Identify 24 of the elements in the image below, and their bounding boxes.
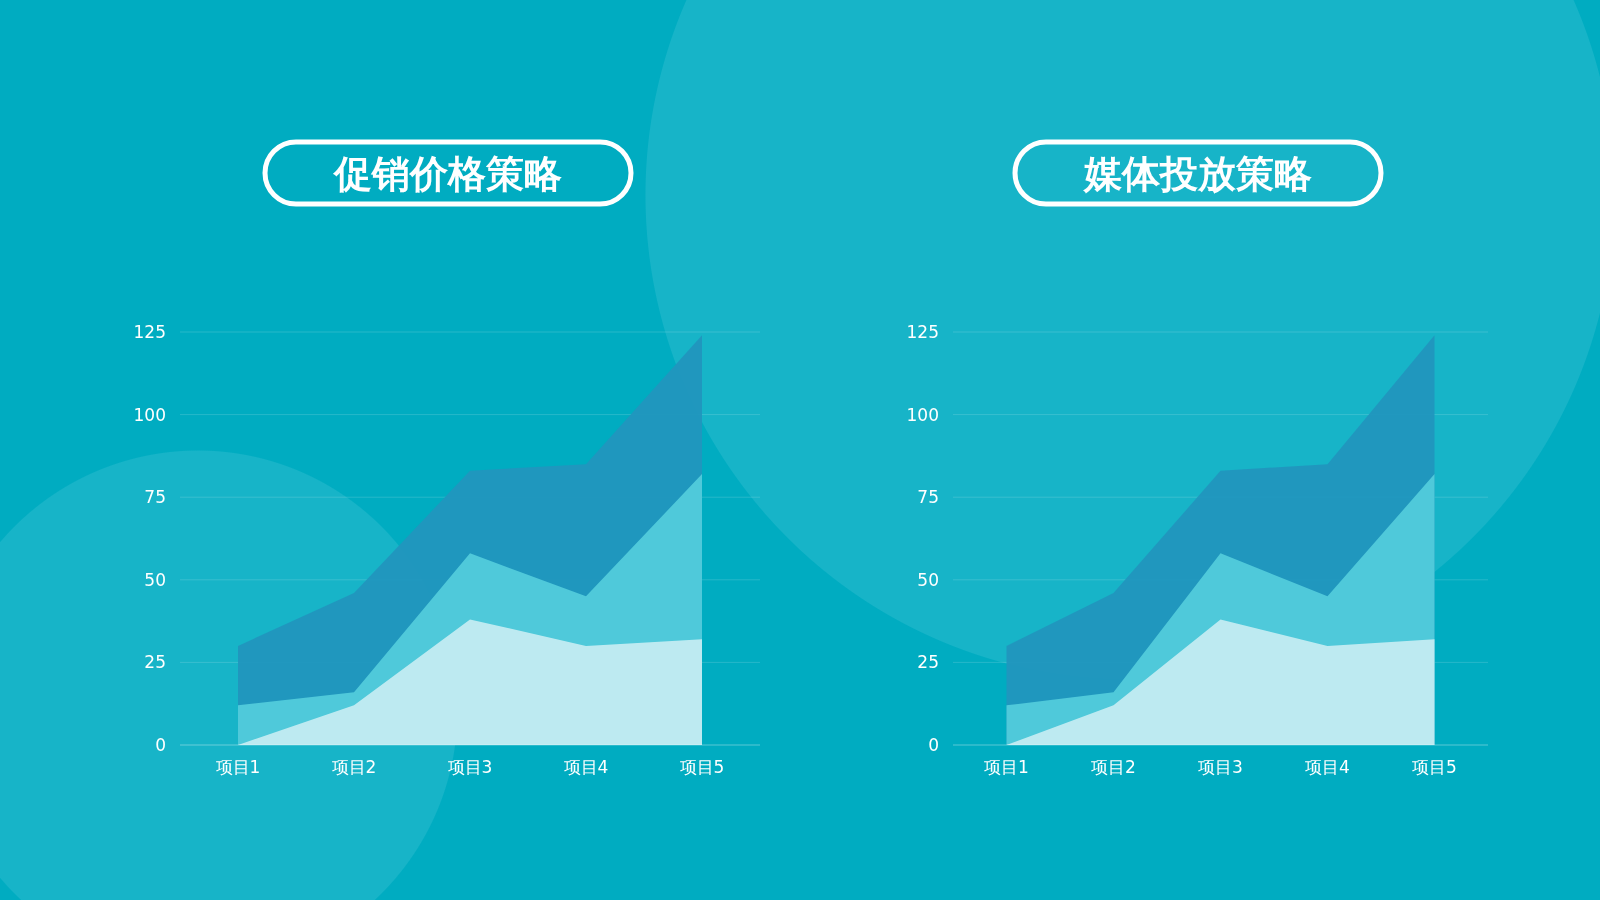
x-tick-label: 项目3 <box>447 757 493 777</box>
y-tick-label: 75 <box>144 487 166 508</box>
y-tick-label: 75 <box>917 487 939 508</box>
chart-title: 媒体投放策略 <box>1083 152 1312 196</box>
x-tick-label: 项目4 <box>563 757 609 777</box>
x-tick-label: 项目5 <box>679 757 725 777</box>
y-tick-label: 50 <box>917 569 939 590</box>
chart-title: 促销价格策略 <box>332 152 562 196</box>
x-tick-label: 项目2 <box>331 757 377 777</box>
y-tick-label: 25 <box>144 652 166 673</box>
y-tick-label: 25 <box>917 652 939 673</box>
x-tick-label: 项目3 <box>1198 757 1243 777</box>
x-tick-label: 项目1 <box>984 757 1029 777</box>
y-tick-label: 125 <box>133 322 166 342</box>
x-tick-label: 项目1 <box>215 757 261 777</box>
y-tick-label: 100 <box>133 404 166 425</box>
y-tick-label: 0 <box>928 735 939 755</box>
y-tick-label: 125 <box>906 322 939 342</box>
x-tick-label: 项目5 <box>1412 757 1457 777</box>
y-tick-label: 100 <box>906 404 939 425</box>
y-tick-label: 50 <box>144 569 166 590</box>
y-tick-label: 0 <box>155 735 166 755</box>
x-tick-label: 项目2 <box>1091 757 1136 777</box>
x-tick-label: 项目4 <box>1305 757 1350 777</box>
